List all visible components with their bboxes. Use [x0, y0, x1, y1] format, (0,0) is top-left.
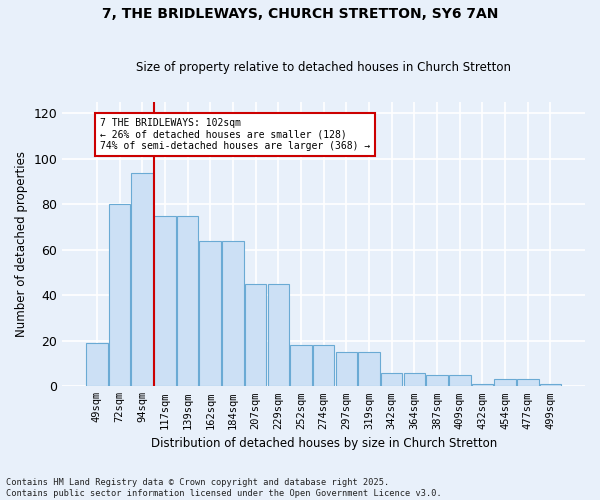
X-axis label: Distribution of detached houses by size in Church Stretton: Distribution of detached houses by size …	[151, 437, 497, 450]
Bar	[381, 372, 403, 386]
Bar	[154, 216, 176, 386]
Text: Contains HM Land Registry data © Crown copyright and database right 2025.
Contai: Contains HM Land Registry data © Crown c…	[6, 478, 442, 498]
Bar	[426, 375, 448, 386]
Bar	[86, 343, 107, 386]
Bar	[131, 172, 153, 386]
Bar	[358, 352, 380, 386]
Bar	[335, 352, 357, 386]
Text: 7, THE BRIDLEWAYS, CHURCH STRETTON, SY6 7AN: 7, THE BRIDLEWAYS, CHURCH STRETTON, SY6 …	[102, 8, 498, 22]
Bar	[494, 380, 516, 386]
Bar	[517, 380, 539, 386]
Bar	[290, 346, 312, 387]
Bar	[268, 284, 289, 386]
Bar	[177, 216, 199, 386]
Bar	[449, 375, 470, 386]
Bar	[404, 372, 425, 386]
Text: 7 THE BRIDLEWAYS: 102sqm
← 26% of detached houses are smaller (128)
74% of semi-: 7 THE BRIDLEWAYS: 102sqm ← 26% of detach…	[100, 118, 370, 151]
Bar	[245, 284, 266, 386]
Bar	[539, 384, 561, 386]
Title: Size of property relative to detached houses in Church Stretton: Size of property relative to detached ho…	[136, 62, 511, 74]
Bar	[109, 204, 130, 386]
Bar	[313, 346, 334, 387]
Bar	[472, 384, 493, 386]
Y-axis label: Number of detached properties: Number of detached properties	[15, 151, 28, 337]
Bar	[199, 241, 221, 386]
Bar	[222, 241, 244, 386]
